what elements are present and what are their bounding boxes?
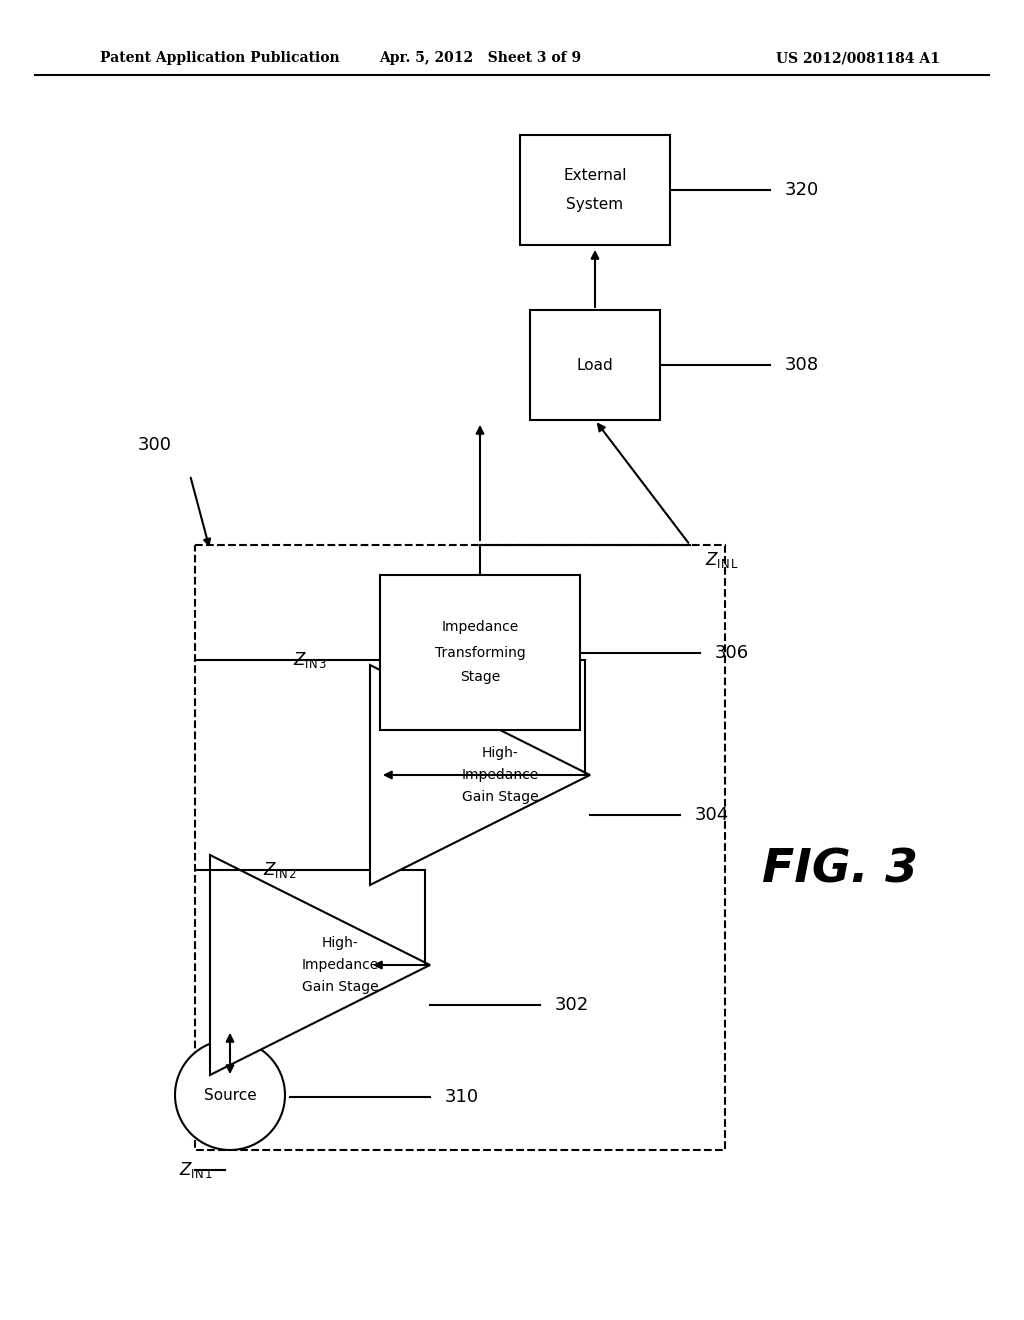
Text: Impedance: Impedance	[301, 958, 379, 972]
Text: System: System	[566, 198, 624, 213]
Text: 300: 300	[138, 436, 172, 454]
Text: Patent Application Publication: Patent Application Publication	[100, 51, 340, 65]
Text: Impedance: Impedance	[441, 620, 518, 635]
Text: External: External	[563, 168, 627, 182]
Text: Gain Stage: Gain Stage	[302, 979, 378, 994]
Text: High-: High-	[481, 746, 518, 760]
Text: High-: High-	[322, 936, 358, 950]
Text: Source: Source	[204, 1088, 256, 1102]
Text: US 2012/0081184 A1: US 2012/0081184 A1	[776, 51, 940, 65]
Text: Gain Stage: Gain Stage	[462, 789, 539, 804]
Text: 308: 308	[785, 356, 819, 374]
Bar	[530, 310, 660, 420]
Text: FIG. 3: FIG. 3	[762, 847, 918, 892]
Bar	[195, 545, 725, 1150]
Circle shape	[175, 1040, 285, 1150]
Text: $Z_{\mathregular{IN\,1}}$: $Z_{\mathregular{IN\,1}}$	[179, 1160, 213, 1180]
Bar	[520, 135, 670, 246]
Bar	[380, 576, 580, 730]
Text: Stage: Stage	[460, 671, 500, 685]
Polygon shape	[370, 665, 590, 884]
Text: Apr. 5, 2012   Sheet 3 of 9: Apr. 5, 2012 Sheet 3 of 9	[379, 51, 581, 65]
Text: 306: 306	[715, 644, 750, 661]
Text: 304: 304	[695, 807, 729, 824]
Text: 302: 302	[555, 997, 589, 1014]
Text: $Z_{\mathregular{IN\,L}}$: $Z_{\mathregular{IN\,L}}$	[705, 550, 739, 570]
Text: Impedance: Impedance	[462, 768, 539, 781]
Text: Load: Load	[577, 358, 613, 372]
Text: $Z_{\mathregular{IN\,2}}$: $Z_{\mathregular{IN\,2}}$	[263, 861, 297, 880]
Text: 310: 310	[445, 1088, 479, 1106]
Text: $Z_{\mathregular{IN\,3}}$: $Z_{\mathregular{IN\,3}}$	[293, 649, 327, 671]
Text: 320: 320	[785, 181, 819, 199]
Polygon shape	[210, 855, 430, 1074]
Text: Transforming: Transforming	[434, 645, 525, 660]
